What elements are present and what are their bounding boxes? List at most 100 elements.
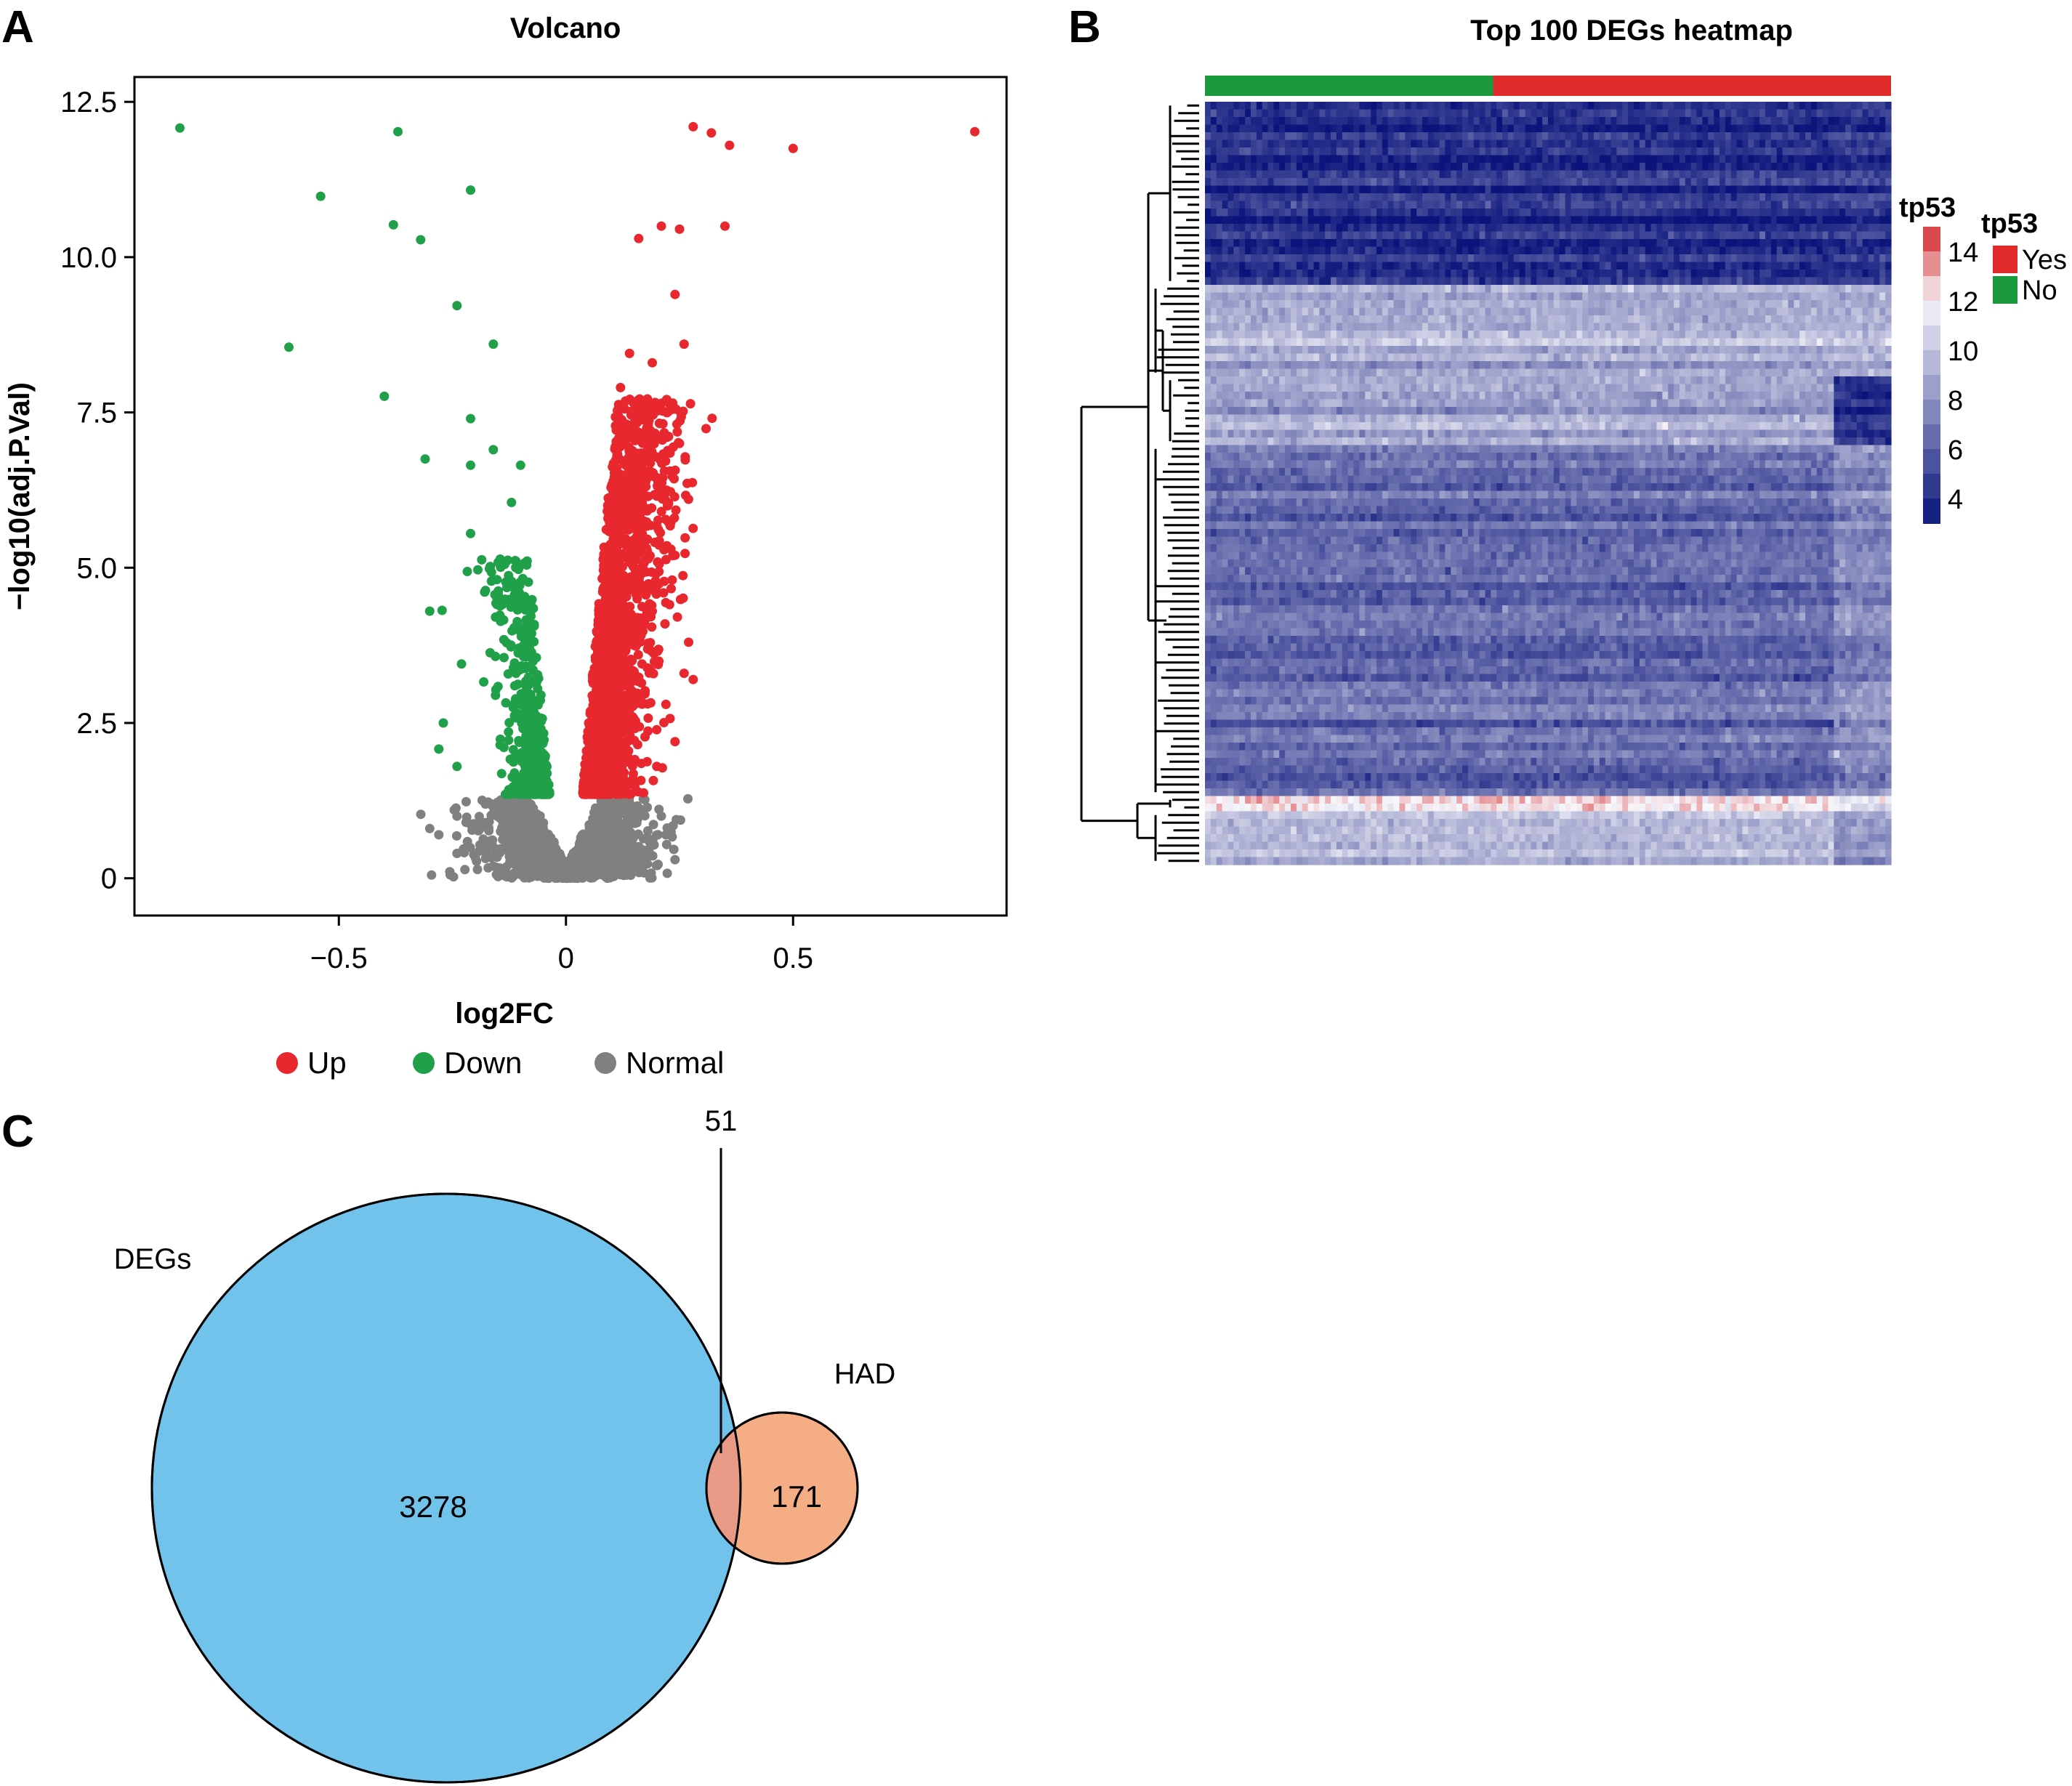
heatmap-cell	[1810, 140, 1818, 148]
panel-label-a: A	[1, 2, 34, 52]
volcano-point-up	[605, 544, 614, 554]
volcano-point-up	[660, 619, 670, 629]
heatmap-cell	[1742, 148, 1749, 156]
heatmap-cell	[1759, 140, 1766, 148]
volcano-point-normal	[594, 824, 605, 834]
volcano-point-normal	[445, 867, 455, 877]
volcano-point-normal	[462, 836, 472, 846]
heatmap-cell	[1433, 155, 1440, 163]
volcano-point-up	[666, 583, 676, 594]
heatmap-cell	[1571, 155, 1577, 163]
heatmap-cell	[1794, 124, 1800, 133]
heatmap-cell	[1296, 117, 1303, 126]
heatmap-cell	[1399, 155, 1406, 163]
heatmap-cell	[1273, 140, 1280, 148]
heatmap-cell	[1668, 117, 1674, 126]
heatmap-cell	[1462, 109, 1469, 118]
heatmap-cell	[1513, 140, 1520, 148]
heatmap-cell	[1296, 102, 1303, 110]
volcano-point-down	[509, 599, 520, 609]
heatmap-cell	[1525, 148, 1531, 156]
heatmap-cell	[1845, 117, 1852, 126]
volcano-point-down	[492, 575, 502, 585]
volcano-point-normal	[642, 849, 653, 858]
heatmap-cell	[1565, 102, 1572, 110]
heatmap-cell	[1376, 124, 1383, 133]
volcano-point-down	[526, 676, 536, 686]
heatmap-cell	[1228, 117, 1234, 126]
heatmap-cell	[1571, 148, 1577, 156]
heatmap-cell	[1720, 117, 1726, 126]
volcano-point-normal	[669, 844, 679, 854]
heatmap-cell	[1794, 140, 1800, 148]
volcano-point-down	[388, 219, 398, 230]
heatmap-cell	[1359, 155, 1366, 163]
heatmap-cell	[1816, 140, 1823, 148]
heatmap-cell	[1507, 132, 1515, 141]
heatmap-cell	[1536, 140, 1543, 148]
heatmap-cell	[1507, 117, 1515, 126]
heatmap-cell	[1548, 140, 1555, 148]
heatmap-cell	[1845, 132, 1852, 141]
volcano-point-up	[652, 537, 662, 547]
volcano-point-up	[629, 544, 640, 554]
heatmap-cell	[1279, 117, 1286, 126]
heatmap-cell	[1736, 132, 1744, 141]
heatmap-cell	[1622, 102, 1629, 110]
heatmap-cell	[1507, 109, 1515, 118]
heatmap-cell	[1553, 148, 1560, 156]
heatmap-cell	[1834, 124, 1840, 133]
heatmap-cell	[1502, 148, 1509, 156]
heatmap-cell	[1685, 109, 1692, 118]
volcano-point-normal	[451, 831, 461, 841]
volcano-point-normal	[619, 840, 629, 850]
volcano-point-down	[536, 690, 546, 700]
volcano-point-normal	[600, 810, 610, 820]
heatmap-cell	[1365, 124, 1371, 133]
heatmap-cell	[1239, 117, 1246, 126]
volcano-point-up	[605, 691, 616, 701]
heatmap-cell	[1485, 155, 1491, 163]
volcano-point-up	[637, 659, 647, 669]
heatmap-cell	[1776, 132, 1783, 141]
volcano-point-up	[626, 572, 636, 582]
heatmap-cell	[1233, 155, 1240, 163]
heatmap-cell	[1536, 109, 1543, 118]
heatmap-cell	[1393, 155, 1400, 163]
volcano-point-up	[685, 399, 696, 409]
heatmap-cell	[1839, 124, 1846, 133]
heatmap-cell	[1690, 155, 1698, 163]
heatmap-cell	[1302, 148, 1309, 156]
heatmap-cell	[1696, 140, 1703, 148]
volcano-point-up	[637, 759, 646, 769]
volcano-point-normal	[507, 842, 517, 852]
heatmap-cell	[1285, 102, 1291, 110]
volcano-point-up	[618, 522, 629, 532]
volcano-point-down	[497, 557, 507, 567]
volcano-point-up	[637, 602, 647, 612]
volcano-point-up	[706, 128, 717, 138]
volcano-point-down	[504, 727, 514, 737]
heatmap-cell	[1239, 163, 1246, 171]
heatmap-cell	[1307, 163, 1315, 171]
volcano-point-normal	[642, 802, 653, 812]
heatmap-cell	[1210, 124, 1217, 133]
heatmap-cell	[1650, 132, 1658, 141]
volcano-point-down	[479, 677, 489, 687]
volcano-point-normal	[452, 811, 462, 821]
heatmap-cell	[1302, 155, 1309, 163]
heatmap-cell	[1491, 148, 1497, 156]
heatmap-cell	[1856, 132, 1863, 141]
heatmap-cell	[1411, 102, 1417, 110]
heatmap-cell	[1656, 140, 1663, 148]
heatmap-cell	[1628, 132, 1634, 141]
heatmap-cell	[1250, 132, 1257, 141]
heatmap-cell	[1433, 117, 1440, 126]
heatmap-cell	[1736, 155, 1744, 163]
heatmap-cell	[1616, 140, 1623, 148]
volcano-point-up	[626, 666, 637, 676]
heatmap-cell	[1427, 155, 1435, 163]
heatmap-cell	[1656, 148, 1663, 156]
heatmap-cell	[1325, 124, 1331, 133]
volcano-point-up	[581, 768, 591, 778]
